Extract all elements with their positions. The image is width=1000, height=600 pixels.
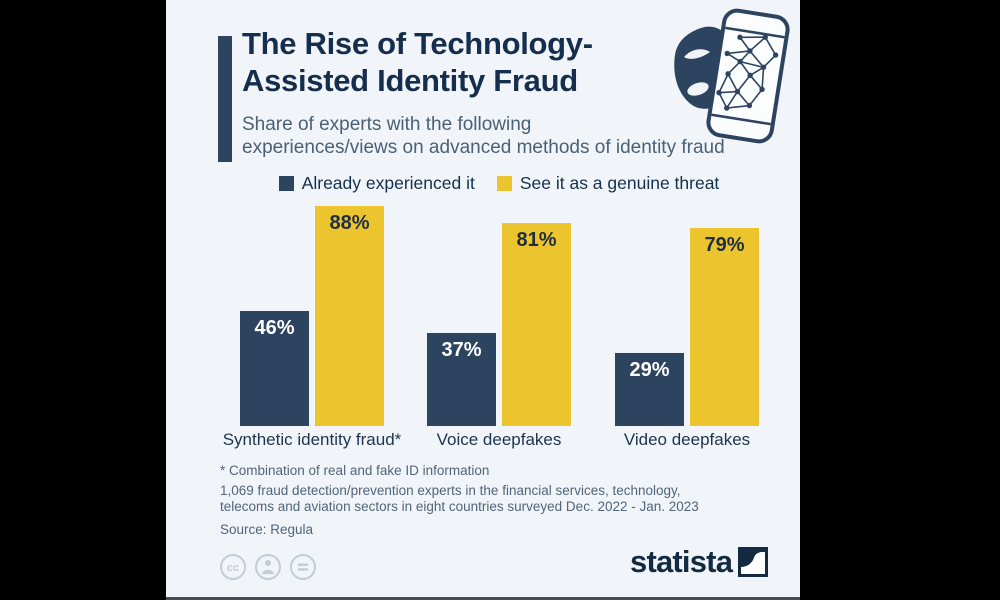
legend-label: Already experienced it [301,173,475,193]
legend-item-experienced: Already experienced it [278,173,475,194]
bar: 81% [502,223,571,426]
footnote: * Combination of real and fake ID inform… [220,463,760,538]
cc-icon[interactable]: cc [219,553,247,581]
source-line: Source: Regula [220,522,314,537]
infographic-canvas: The Rise of Technology- Assisted Identit… [166,0,800,600]
bar: 79% [690,228,759,426]
category-label: Synthetic identity fraud* [222,430,402,449]
statista-wordmark[interactable]: statista [630,544,733,579]
bar-value-label: 29% [629,359,670,381]
title-line-1: The Rise of Technology- [242,26,593,61]
footnote-line: * Combination of real and fake ID inform… [220,463,490,478]
mask-mouth [687,82,709,96]
by-person-icon[interactable] [254,553,282,581]
legend-swatch-navy [278,176,294,191]
page-subtitle: Share of experts with the following expe… [242,113,798,159]
bar: 88% [315,206,384,426]
bar: 29% [615,353,684,426]
svg-text:cc: cc [227,562,239,574]
bottom-edge-line [166,597,800,600]
subtitle-line-1: Share of experts with the following [242,114,532,135]
category-label: Voice deepfakes [436,430,562,449]
bar: 46% [240,311,309,426]
statista-brand[interactable]: statista [630,544,769,579]
bar-value-label: 88% [329,212,370,234]
face-mesh-nodes [716,34,779,111]
legend-label: See it as a genuine threat [519,173,720,193]
category-label: Video deepfakes [623,430,751,449]
bar-plot: 46% 88% Synthetic identity fraud* 37% 81% Voi… [223,206,760,466]
nd-equals-icon[interactable] [289,553,317,581]
footnote-line: telecoms and aviation sectors in eight c… [220,499,699,514]
legend-swatch-yellow [496,176,512,191]
subtitle-line-2: experiences/views on advanced methods of… [242,137,725,158]
mask-eye [684,49,710,59]
title-line-2: Assisted Identity Fraud [242,63,578,98]
legend: Already experienced it See it as a genui… [182,173,800,194]
bar-value-label: 37% [441,339,482,361]
footnote-line: 1,069 fraud detection/prevention experts… [220,483,681,498]
page-title: The Rise of Technology- Assisted Identit… [242,25,593,99]
statista-logo-icon[interactable] [738,547,769,577]
bar-value-label: 81% [516,229,557,251]
bar-value-label: 46% [254,317,295,339]
bar-value-label: 79% [704,234,745,256]
bar: 37% [427,333,496,426]
legend-item-threat: See it as a genuine threat [496,173,720,194]
cc-license-icons[interactable]: cc [219,553,317,581]
title-accent-bar [218,36,232,162]
mask-and-phone-face-mesh-icon [674,8,790,144]
